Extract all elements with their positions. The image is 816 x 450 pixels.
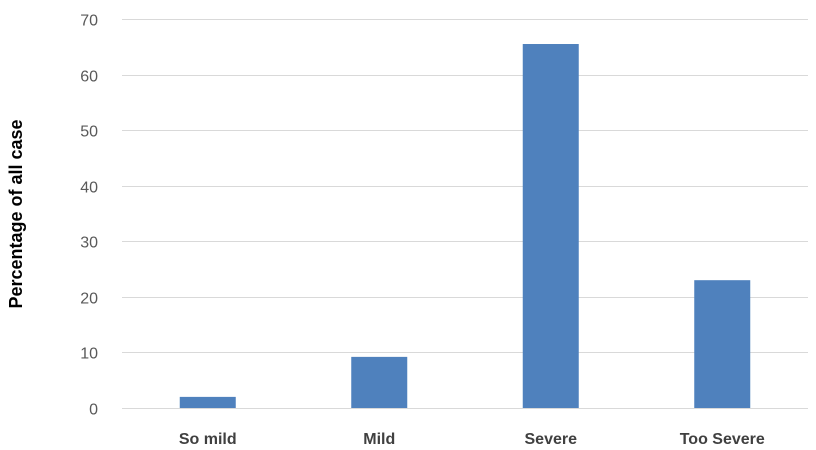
gridlines <box>122 19 808 409</box>
y-tick-label: 10 <box>80 346 98 363</box>
y-tick-label: 0 <box>89 402 98 419</box>
y-tick-label: 60 <box>80 69 98 86</box>
y-tick-label: 40 <box>80 180 98 197</box>
y-tick-label: 50 <box>80 124 98 141</box>
x-axis-categories: So mild Mild Severe Too Severe <box>179 431 765 448</box>
bar-too-severe <box>694 280 751 408</box>
y-tick-label: 20 <box>80 291 98 308</box>
x-category-label: Mild <box>363 431 395 448</box>
y-tick-label: 70 <box>80 13 98 30</box>
bar-mild <box>351 356 408 408</box>
bar-so-mild <box>179 396 236 408</box>
x-category-label: Too Severe <box>680 431 765 448</box>
y-axis-title: Percentage of all case <box>6 119 26 308</box>
bar-severe <box>522 44 579 408</box>
x-category-label: So mild <box>179 431 237 448</box>
x-category-label: Severe <box>525 431 578 448</box>
bars <box>179 44 751 408</box>
y-tick-label: 30 <box>80 235 98 252</box>
y-axis-ticks: 0 10 20 30 40 50 60 70 <box>80 13 98 419</box>
